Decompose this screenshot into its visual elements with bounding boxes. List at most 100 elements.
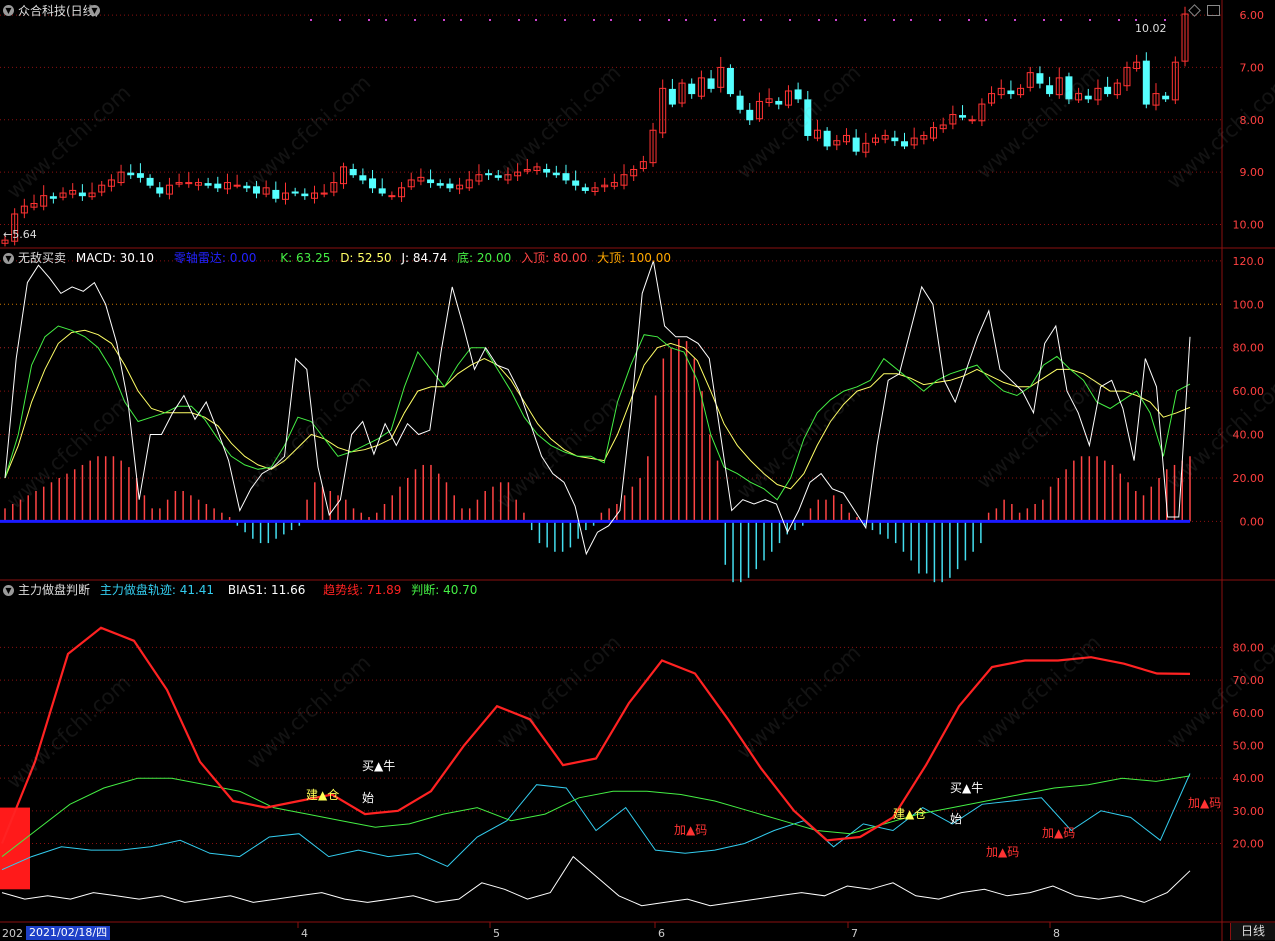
bias-tick-label: 40.00 xyxy=(1233,772,1265,785)
window-toggle-icon[interactable] xyxy=(1207,5,1220,16)
candle-body xyxy=(804,99,812,136)
candle-body xyxy=(736,95,744,110)
year-stub-label: 202 xyxy=(2,927,23,940)
candle-body xyxy=(668,88,676,105)
candle-body xyxy=(388,195,396,198)
signal-buy-label: 买▲牛 xyxy=(362,758,395,773)
signal-dot xyxy=(535,19,537,21)
candle-body xyxy=(504,174,512,181)
indicator-menu-icon-2[interactable]: ▼ xyxy=(3,585,14,596)
line-判断 xyxy=(1,775,1191,857)
month-label: 6 xyxy=(658,927,665,940)
signal-build-label: 建▲仓 xyxy=(306,788,339,802)
price-tick-label: 7.00 xyxy=(1240,61,1265,74)
signal-add-label: 加▲码 xyxy=(1188,796,1221,810)
candle-body xyxy=(1123,66,1131,87)
candle-body xyxy=(1084,95,1092,100)
candle-body xyxy=(1094,87,1102,101)
settings-circle-icon[interactable]: ▼ xyxy=(3,5,14,16)
entry-top-value: 入顶: 80.00 xyxy=(521,251,588,265)
candle-body xyxy=(127,172,135,176)
kdj-tick-label: 20.00 xyxy=(1233,472,1265,485)
month-label: 7 xyxy=(851,927,858,940)
candle-body xyxy=(562,173,570,181)
month-label: 5 xyxy=(493,927,500,940)
candle-body xyxy=(494,175,502,178)
line-BIAS1 xyxy=(1,855,1191,907)
candle-body xyxy=(997,87,1005,96)
candle-body xyxy=(649,129,657,164)
candle-body xyxy=(272,189,280,199)
signal-dot xyxy=(789,19,791,21)
signal-dot xyxy=(385,19,387,21)
bottom-value: 底: 20.00 xyxy=(457,251,512,265)
signal-dot xyxy=(460,19,462,21)
candle-body xyxy=(610,182,618,187)
dropdown-circle-icon[interactable]: ▼ xyxy=(89,5,100,16)
candle-body xyxy=(1152,93,1160,106)
zero-line-value: 零轴雷达: 0.00 xyxy=(173,251,257,265)
candle-body xyxy=(639,161,647,169)
bias-tick-label: 30.00 xyxy=(1233,805,1265,818)
signal-start-label: 始 xyxy=(362,791,374,805)
candle-body xyxy=(755,100,763,120)
candle-body xyxy=(1007,90,1015,95)
kdj-tick-label: 120.0 xyxy=(1233,255,1265,268)
candle-body xyxy=(223,182,231,190)
signal-dot xyxy=(1014,19,1016,21)
candle-body xyxy=(398,187,406,198)
signal-dot xyxy=(864,19,866,21)
candle-body xyxy=(146,177,154,186)
candle-body xyxy=(427,179,435,184)
candle-body xyxy=(1075,93,1083,101)
candle-body xyxy=(543,168,551,173)
big-top-value: 大顶: 100.00 xyxy=(597,251,671,265)
kdj-tick-label: 60.00 xyxy=(1233,385,1265,398)
signal-dot xyxy=(835,19,837,21)
candle-body xyxy=(340,166,348,185)
candle-body xyxy=(1171,61,1179,101)
candle-body xyxy=(281,192,289,200)
price-tick-label: 8.00 xyxy=(1240,114,1265,127)
signal-dot xyxy=(593,19,595,21)
candle-body xyxy=(369,178,377,189)
candle-body xyxy=(1,239,9,244)
signal-add-label: 加▲码 xyxy=(986,845,1019,859)
bias-tick-label: 80.00 xyxy=(1233,641,1265,654)
candle-body xyxy=(30,203,38,208)
candle-body xyxy=(988,93,996,104)
signal-dot xyxy=(1118,19,1120,21)
candle-body xyxy=(436,183,444,186)
candle-body xyxy=(659,87,667,134)
main-force-name: 主力做盘判断 xyxy=(18,583,91,597)
candle-body xyxy=(920,134,928,140)
candle-body xyxy=(456,184,464,190)
signal-dot xyxy=(910,19,912,21)
candle-body xyxy=(156,187,164,194)
period-button[interactable]: 日线 xyxy=(1230,923,1275,940)
candle-body xyxy=(252,186,260,194)
candle-body xyxy=(349,168,357,176)
indicator-menu-icon[interactable]: ▼ xyxy=(3,253,14,264)
candle-body xyxy=(1181,13,1189,62)
candle-body xyxy=(475,174,483,182)
signal-dot xyxy=(685,19,687,21)
candle-body xyxy=(1142,60,1150,105)
candle-body xyxy=(465,179,473,189)
candle-body xyxy=(311,192,319,199)
signal-dot xyxy=(668,19,670,21)
candle-body xyxy=(697,77,705,97)
bias-tick-label: 20.00 xyxy=(1233,838,1265,851)
candle-body xyxy=(601,184,609,188)
judge-value: 判断: 40.70 xyxy=(411,583,478,597)
candle-body xyxy=(813,129,821,139)
signal-buy-label: 买▲牛 xyxy=(950,780,983,795)
signal-block xyxy=(0,807,30,890)
bias-tick-label: 60.00 xyxy=(1233,707,1265,720)
candle-body xyxy=(581,187,589,191)
candle-body xyxy=(949,114,957,125)
candle-body xyxy=(485,173,493,176)
candle-body xyxy=(1133,61,1141,69)
trend-value: 趋势线: 71.89 xyxy=(323,583,402,597)
signal-dot xyxy=(1089,19,1091,21)
